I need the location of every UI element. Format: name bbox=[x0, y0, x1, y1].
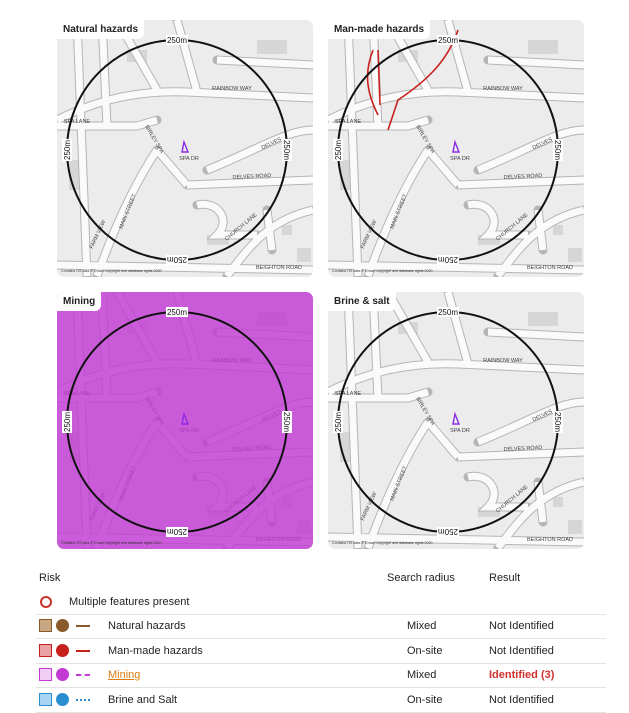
street-label: SPA DR bbox=[450, 156, 470, 162]
risk-name: Brine and Salt bbox=[108, 694, 177, 706]
radius-label: 250m bbox=[553, 412, 562, 432]
risk-name: Man-made hazards bbox=[108, 645, 203, 657]
radius-label: 250m bbox=[438, 36, 458, 45]
site-marker bbox=[453, 414, 459, 424]
risk-icon bbox=[56, 668, 69, 681]
multiple-row: Multiple features present bbox=[36, 590, 606, 615]
street-label: SPA DR bbox=[450, 428, 470, 434]
header-radius: Search radius bbox=[387, 572, 455, 584]
street-label: RAINBOW WAY bbox=[483, 358, 523, 364]
result: Not Identified bbox=[489, 645, 554, 657]
radius-label: 250m bbox=[167, 308, 187, 317]
street-label: SPA DR bbox=[179, 156, 199, 162]
site-marker bbox=[453, 142, 459, 152]
swatch bbox=[39, 644, 52, 657]
street-label: SPA LANE bbox=[335, 391, 362, 397]
line-key bbox=[76, 650, 90, 652]
radius-label: 250m bbox=[553, 140, 562, 160]
risk-row: Mining Mixed Identified (3) bbox=[36, 663, 606, 688]
risk-icon bbox=[56, 619, 69, 632]
radius-label: 250m bbox=[282, 412, 291, 432]
radius-label: 250m bbox=[63, 412, 72, 432]
risk-row: Brine and Salt On-site Not Identified bbox=[36, 688, 606, 713]
multiple-icon bbox=[40, 596, 52, 608]
mining-overlay bbox=[57, 292, 313, 549]
radius-label: 250m bbox=[438, 527, 458, 536]
copyright: Contains OS data © Crown copyright and d… bbox=[332, 541, 433, 545]
search-radius: Mixed bbox=[407, 669, 436, 681]
line-key bbox=[76, 625, 90, 627]
search-radius: Mixed bbox=[407, 620, 436, 632]
street-label: BEIGHTON ROAD bbox=[256, 265, 302, 271]
radius-label: 250m bbox=[167, 527, 187, 536]
line-key bbox=[76, 699, 90, 701]
radius-label: 250m bbox=[334, 140, 343, 160]
line-key bbox=[76, 674, 90, 676]
radius-label: 250m bbox=[167, 255, 187, 264]
radius-label: 250m bbox=[334, 412, 343, 432]
radius-label: 250m bbox=[438, 255, 458, 264]
swatch bbox=[39, 693, 52, 706]
risk-icon bbox=[56, 644, 69, 657]
risk-row: Man-made hazards On-site Not Identified bbox=[36, 639, 606, 664]
result: Identified (3) bbox=[489, 669, 554, 681]
panel-title: Man-made hazards bbox=[328, 20, 430, 39]
radius-label: 250m bbox=[282, 140, 291, 160]
swatch bbox=[39, 668, 52, 681]
copyright: Contains OS data © Crown copyright and d… bbox=[332, 269, 433, 273]
panel-title: Mining bbox=[57, 292, 101, 311]
street-label: SPA LANE bbox=[335, 119, 362, 125]
risk-name[interactable]: Mining bbox=[108, 669, 140, 681]
radius-label: 250m bbox=[438, 308, 458, 317]
multiple-text: Multiple features present bbox=[69, 596, 189, 608]
panel-title: Natural hazards bbox=[57, 20, 144, 39]
street-label: SPA LANE bbox=[64, 119, 91, 125]
risk-row: Natural hazards Mixed Not Identified bbox=[36, 614, 606, 639]
panel-title: Brine & salt bbox=[328, 292, 396, 311]
copyright: Contains OS data © Crown copyright and d… bbox=[61, 269, 162, 273]
street-label: RAINBOW WAY bbox=[483, 86, 523, 92]
header-result: Result bbox=[489, 572, 520, 584]
copyright: Contains OS data © Crown copyright and d… bbox=[61, 541, 162, 545]
result: Not Identified bbox=[489, 620, 554, 632]
risk-name: Natural hazards bbox=[108, 620, 186, 632]
site-marker bbox=[182, 142, 188, 152]
risk-icon bbox=[56, 693, 69, 706]
header-risk: Risk bbox=[39, 572, 60, 584]
swatch bbox=[39, 619, 52, 632]
search-radius: On-site bbox=[407, 694, 442, 706]
search-radius: On-site bbox=[407, 645, 442, 657]
radius-label: 250m bbox=[167, 36, 187, 45]
street-label: BEIGHTON ROAD bbox=[527, 537, 573, 543]
result: Not Identified bbox=[489, 694, 554, 706]
street-label: RAINBOW WAY bbox=[212, 86, 252, 92]
radius-label: 250m bbox=[63, 140, 72, 160]
page: {"maps": [{"title": "Natural hazards"}, … bbox=[0, 0, 629, 713]
street-label: BEIGHTON ROAD bbox=[527, 265, 573, 271]
